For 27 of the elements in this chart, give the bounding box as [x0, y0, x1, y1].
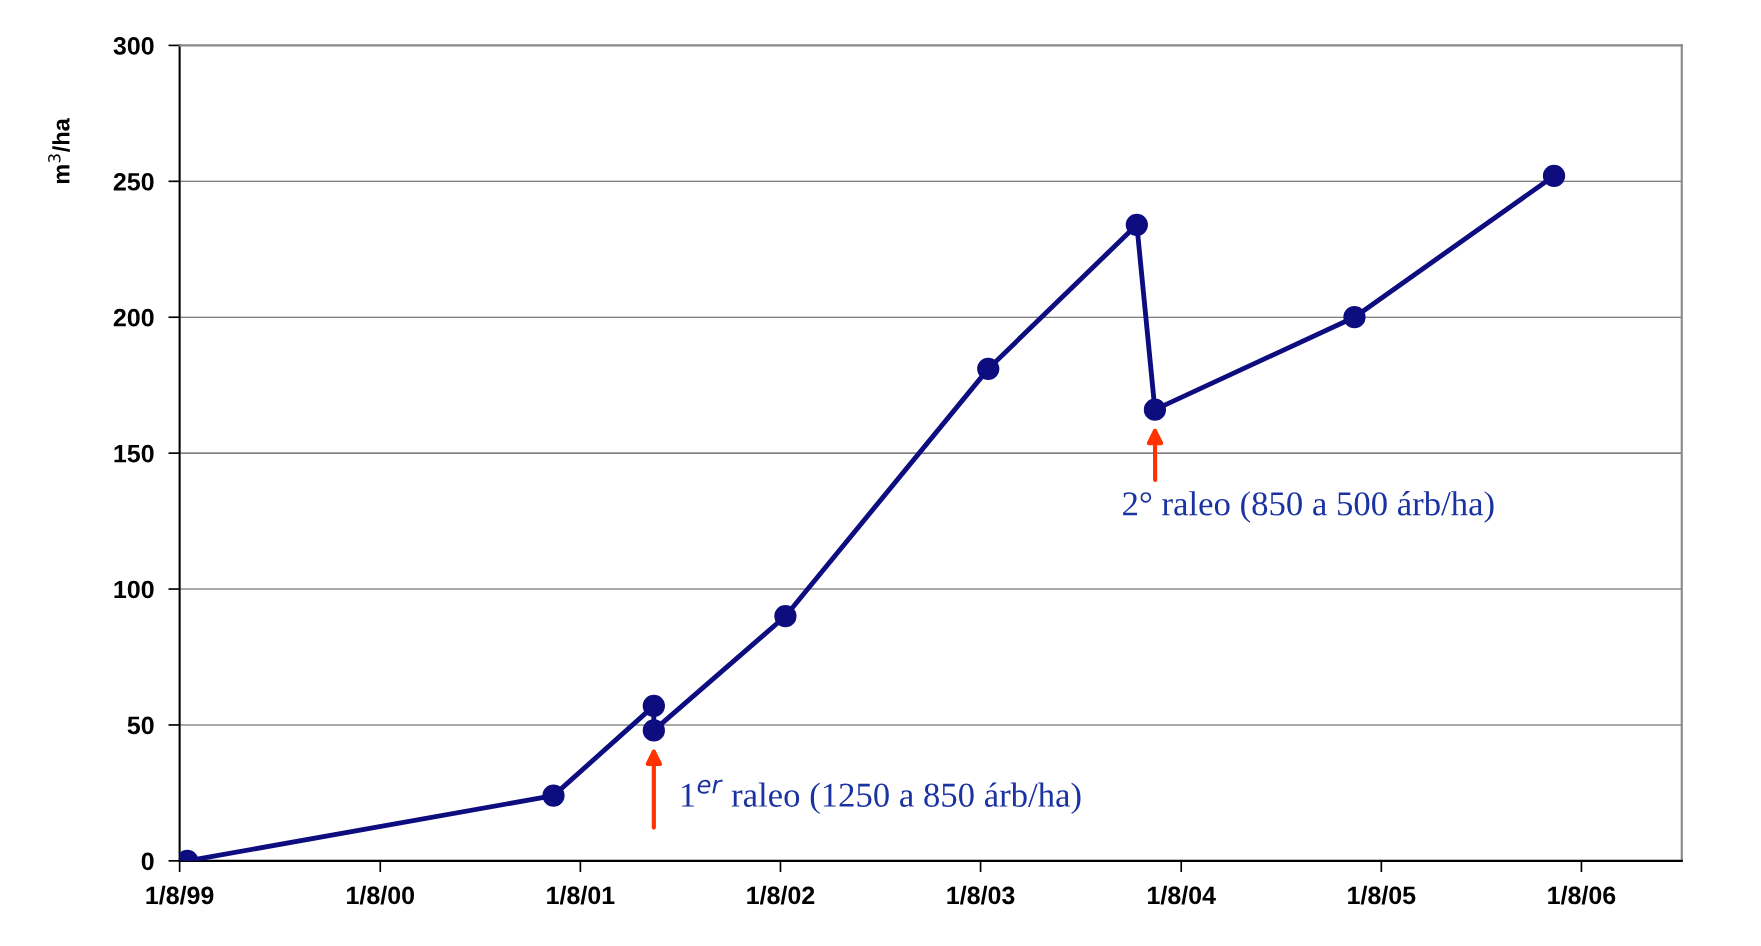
annotation: 2° raleo (850 a 500 árb/ha)	[1123, 491, 1494, 523]
y-tick-label: 100	[114, 580, 154, 599]
y-tick-label: 50	[127, 716, 154, 735]
point	[542, 784, 565, 807]
y-tick-label: 300	[113, 37, 154, 55]
point	[1542, 164, 1566, 187]
x-tick-label: 1/8/04	[1148, 885, 1216, 905]
point	[642, 694, 665, 718]
y-tick-label: 150	[114, 444, 154, 463]
x-tick-label: 1/8/03	[947, 885, 1015, 905]
point	[774, 605, 797, 628]
x-tick-label: 1/8/01	[547, 885, 615, 905]
point	[642, 719, 665, 742]
x-tick-label: 1/8/99	[146, 885, 214, 905]
y-tick-label: 200	[113, 308, 154, 327]
x-tick-label: 1/8/02	[747, 885, 815, 905]
y-tick-label: 0	[141, 852, 154, 871]
point	[1343, 306, 1366, 329]
x-tick-label: 1/8/05	[1348, 885, 1416, 905]
point	[977, 357, 1000, 380]
x-tick-label: 1/8/00	[347, 885, 414, 905]
y-axis-title: m$^{3}$/ha	[48, 118, 70, 184]
point	[1143, 398, 1167, 421]
y-tick-label: 250	[113, 172, 154, 191]
point	[1125, 213, 1148, 236]
x-tick-label: 1/8/06	[1548, 885, 1616, 905]
annotation: 1$^{er}$ raleo (1250 a 850 árb/ha)	[681, 779, 1081, 814]
